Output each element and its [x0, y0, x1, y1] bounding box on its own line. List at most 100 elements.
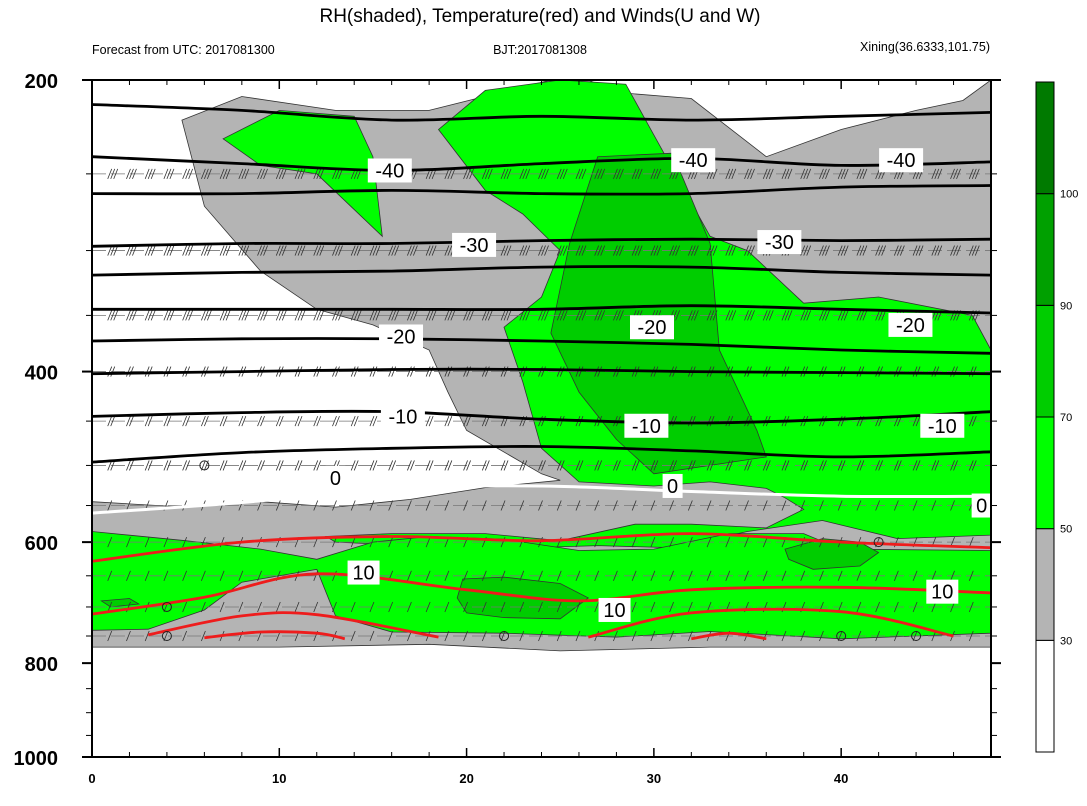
wind-barb: [875, 168, 880, 180]
wind-barb: [113, 245, 119, 256]
wind-barb: [481, 415, 487, 427]
wind-barb: [728, 168, 734, 180]
wind-barb: [893, 630, 899, 642]
wind-barb: [219, 168, 225, 180]
wind-barb: [687, 310, 693, 321]
wind-barb: [525, 168, 531, 180]
wind-barb: [244, 245, 250, 256]
wind-barb: [132, 245, 137, 256]
wind-barb: [297, 415, 303, 427]
wind-barb: [968, 570, 974, 581]
wind-barb: [819, 168, 824, 180]
wind-barb: [619, 245, 624, 256]
wind-barb: [837, 570, 843, 581]
wind-barb: [669, 601, 674, 613]
wind-barb: [728, 460, 734, 471]
wind-barb: [800, 500, 806, 511]
wind-barb: [313, 415, 319, 427]
wind-barb: [784, 168, 790, 180]
wind-barb: [413, 245, 418, 256]
wind-barb: [388, 536, 394, 548]
wind-barb: [968, 460, 974, 471]
wind-barb: [222, 460, 228, 471]
wind-barb: [447, 168, 453, 180]
wind-barb: [706, 460, 712, 471]
wind-barb: [188, 310, 194, 321]
wind-barb: [709, 460, 715, 471]
wind-barb: [803, 168, 809, 180]
calm-wind-marker: [199, 460, 210, 471]
wind-barb: [669, 415, 674, 427]
colorbar-label: 100: [1060, 189, 1078, 201]
wind-barb: [578, 460, 584, 471]
wind-barb: [166, 245, 172, 256]
wind-barb: [762, 460, 768, 471]
wind-barb: [350, 630, 356, 642]
wind-barb: [297, 245, 303, 256]
wind-barb: [856, 245, 862, 256]
wind-barb: [129, 245, 134, 256]
wind-barb: [257, 245, 262, 256]
wind-barb: [650, 245, 656, 256]
contour-label-bg: [662, 473, 683, 498]
wind-barb: [166, 168, 172, 180]
rh-shading-layer: [92, 80, 991, 652]
wind-barb: [781, 460, 787, 471]
wind-barb: [862, 168, 868, 180]
wind-barb: [731, 310, 737, 321]
wind-barb: [843, 310, 849, 321]
wind-barb: [800, 168, 806, 180]
wind-barb: [953, 366, 958, 377]
wind-barb: [915, 460, 921, 471]
wind-barb: [744, 500, 749, 511]
wind-barb: [575, 366, 581, 377]
wind-barb: [294, 245, 300, 256]
wind-barb: [444, 310, 450, 321]
wind-barb: [238, 310, 244, 321]
wind-barb: [800, 310, 806, 321]
wind-barb: [613, 460, 618, 471]
wind-barb: [281, 310, 287, 321]
wind-barb: [260, 310, 265, 321]
wind-barb: [541, 310, 546, 321]
wind-barb: [300, 168, 306, 180]
wind-barb: [257, 310, 262, 321]
wind-barb: [150, 245, 156, 256]
wind-barb: [244, 168, 250, 180]
wind-barb: [219, 415, 225, 427]
wind-barb: [690, 310, 696, 321]
wind-barb: [578, 366, 584, 377]
wind-barb: [350, 536, 356, 548]
temperature-contour-layer: [92, 103, 991, 641]
wind-barb: [896, 460, 902, 471]
wind-barb: [559, 366, 565, 377]
wind-barb: [185, 245, 191, 256]
wind-barb: [541, 168, 546, 180]
wind-barb: [538, 168, 543, 180]
wind-barb: [837, 168, 843, 180]
wind-barb: [388, 460, 394, 471]
wind-barb: [107, 415, 113, 427]
temperature-contour: [92, 484, 991, 515]
calm-wind-marker: [836, 630, 847, 641]
wind-barb: [800, 245, 806, 256]
wind-barb: [463, 460, 468, 471]
wind-barb: [163, 536, 169, 548]
wind-barb: [575, 245, 581, 256]
wind-barb: [619, 310, 624, 321]
wind-barb: [556, 500, 562, 511]
temperature-contour: [92, 572, 991, 616]
contour-label: 10: [352, 563, 374, 585]
wind-barb: [968, 415, 974, 427]
wind-barb: [278, 168, 284, 180]
wind-barb: [600, 168, 606, 180]
temperature-contour: [587, 607, 954, 639]
wind-barb: [163, 245, 169, 256]
contour-label-bg: [598, 597, 631, 622]
wind-barb: [822, 460, 827, 471]
wind-barb: [126, 500, 131, 511]
wind-barb: [388, 630, 394, 642]
wind-barb: [207, 310, 212, 321]
wind-barb: [856, 168, 862, 180]
wind-barb: [856, 570, 862, 581]
